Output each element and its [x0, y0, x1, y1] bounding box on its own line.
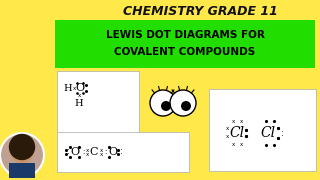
- Text: Cl: Cl: [229, 126, 244, 140]
- Circle shape: [150, 90, 176, 116]
- Text: O: O: [108, 147, 117, 157]
- Text: LEWIS DOT DIAGRAMS FOR: LEWIS DOT DIAGRAMS FOR: [106, 30, 264, 40]
- FancyBboxPatch shape: [57, 71, 139, 133]
- Circle shape: [170, 90, 196, 116]
- FancyBboxPatch shape: [209, 89, 316, 171]
- Text: COVALENT COMPOUNDS: COVALENT COMPOUNDS: [114, 47, 256, 57]
- Text: x: x: [231, 118, 235, 123]
- Text: x: x: [239, 118, 243, 123]
- Text: :: :: [281, 129, 284, 138]
- Text: x: x: [225, 134, 228, 140]
- Text: x: x: [85, 147, 89, 152]
- Text: H: H: [64, 84, 72, 93]
- Text: C: C: [90, 147, 98, 157]
- Text: :: :: [67, 147, 69, 156]
- Circle shape: [0, 133, 44, 177]
- FancyBboxPatch shape: [55, 20, 315, 68]
- Text: :: :: [104, 149, 106, 155]
- Circle shape: [161, 101, 171, 111]
- Text: :: :: [82, 149, 84, 155]
- Text: Cl: Cl: [260, 126, 276, 140]
- Text: x: x: [231, 143, 235, 147]
- Text: x: x: [85, 152, 89, 158]
- Text: CHEMISTRY GRADE 11: CHEMISTRY GRADE 11: [123, 4, 277, 17]
- FancyBboxPatch shape: [57, 132, 189, 172]
- Text: :: :: [120, 147, 122, 156]
- Text: x: x: [72, 86, 76, 91]
- Circle shape: [10, 139, 34, 163]
- Circle shape: [9, 134, 35, 160]
- Text: x: x: [100, 152, 103, 158]
- Text: x: x: [225, 127, 228, 132]
- Text: x: x: [77, 93, 81, 98]
- Text: x: x: [100, 147, 103, 152]
- Text: O: O: [70, 147, 80, 157]
- Circle shape: [181, 101, 191, 111]
- Text: x: x: [239, 143, 243, 147]
- FancyBboxPatch shape: [9, 163, 35, 178]
- Text: O: O: [76, 83, 84, 93]
- Text: H: H: [75, 98, 83, 107]
